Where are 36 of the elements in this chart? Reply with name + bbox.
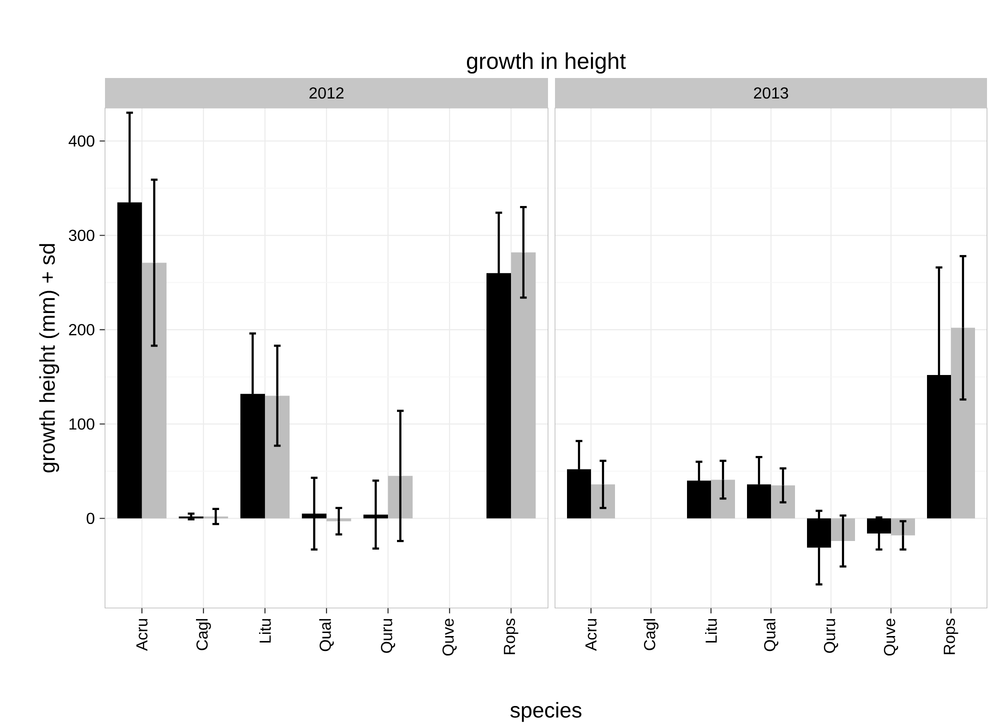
- bar: [951, 328, 975, 518]
- x-tick-label: Acru: [136, 619, 148, 651]
- x-tick-label: Cagl: [196, 619, 211, 650]
- bar: [511, 252, 536, 518]
- x-tick-label: Quve: [884, 618, 898, 656]
- bar: [867, 518, 891, 534]
- bar: [927, 374, 951, 518]
- y-tick-label: 0: [86, 512, 94, 524]
- y-tick-label: 100: [69, 418, 94, 430]
- x-tick-label: Quve: [442, 618, 457, 656]
- y-tick-label: 200: [69, 324, 94, 336]
- bar: [240, 394, 265, 518]
- bar: [264, 396, 290, 518]
- y-axis-title: growth height (mm) + sd: [39, 244, 60, 472]
- bar: [117, 202, 142, 518]
- x-tick-label: Qual: [764, 619, 778, 652]
- bar: [687, 480, 711, 518]
- x-tick-label: Litu: [259, 619, 271, 643]
- x-tick-label: Acru: [585, 619, 597, 651]
- y-tick-label: 400: [68, 135, 94, 147]
- x-tick-label: Rops: [944, 618, 958, 654]
- x-tick-label: Cagl: [644, 619, 658, 650]
- x-tick-label: Quru: [824, 619, 838, 653]
- chart-title: growth in height: [466, 52, 626, 74]
- bar: [711, 480, 735, 518]
- x-tick-label: Qual: [319, 619, 334, 652]
- x-tick-label: Quru: [380, 619, 396, 653]
- x-tick-label: Litu: [705, 619, 717, 643]
- y-tick-label: 300: [68, 230, 94, 242]
- chart-subtitle: 2012: [310, 87, 344, 99]
- x-axis-title: species: [510, 702, 582, 722]
- bar: [142, 262, 167, 518]
- chart-subtitle: 2013: [754, 87, 788, 99]
- bar: [486, 273, 512, 518]
- bar: [388, 476, 413, 518]
- x-tick-label: Rops: [504, 618, 518, 654]
